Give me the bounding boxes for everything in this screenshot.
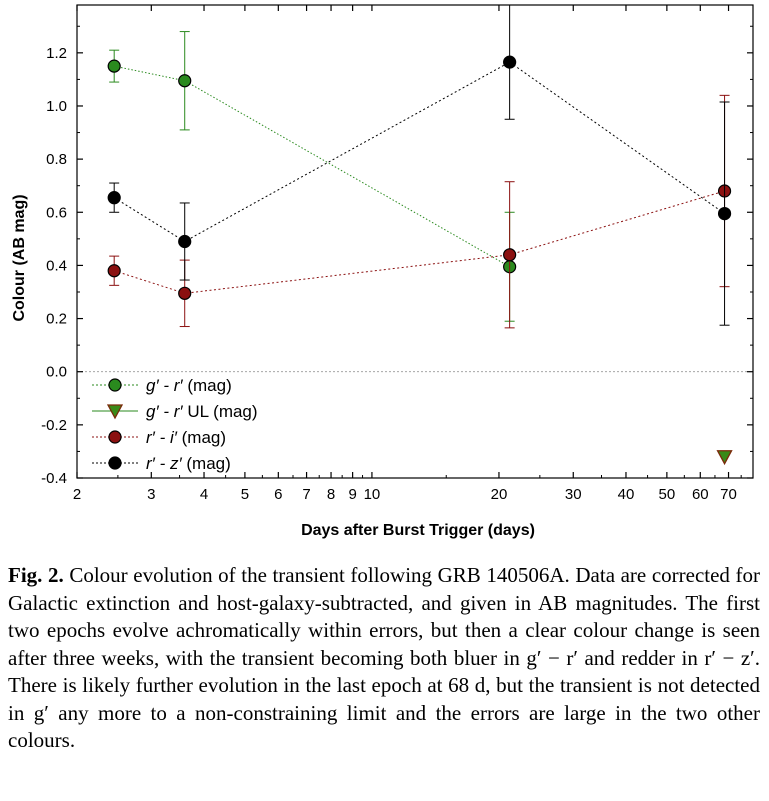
legend-label: g′ - r′ (mag): [146, 376, 232, 395]
data-point: [107, 264, 121, 278]
legend-marker: [108, 430, 122, 444]
series-0: [107, 31, 517, 322]
data-point: [503, 55, 517, 69]
legend-label-band: g′ - r′: [146, 402, 183, 421]
y-tick-label: 0.4: [46, 257, 67, 274]
y-tick-label: 0.8: [46, 151, 67, 168]
x-tick-label: 9: [348, 486, 356, 503]
data-point: [178, 74, 192, 88]
legend-label-band: r′ - i′: [146, 428, 178, 447]
x-tick-label: 8: [327, 486, 335, 503]
x-tick-label: 30: [565, 486, 582, 503]
y-tick-label: 0.2: [46, 311, 67, 328]
x-tick-label: 2: [73, 486, 81, 503]
x-tick-label: 3: [147, 486, 155, 503]
x-tick-label: 7: [302, 486, 310, 503]
legend-marker: [106, 404, 124, 420]
legend-marker: [108, 378, 122, 392]
y-axis-title: Colour (AB mag): [11, 194, 28, 321]
x-tick-label: 4: [200, 486, 208, 503]
data-point: [503, 248, 517, 262]
legend-label-suffix: UL (mag): [183, 402, 258, 421]
legend-label-suffix: (mag): [183, 376, 232, 395]
data-point: [178, 234, 192, 249]
x-tick-label: 40: [618, 486, 635, 503]
series-line: [113, 61, 725, 243]
x-tick-label: 70: [720, 486, 737, 503]
x-axis: 2 3 4 5 6 7 8 9 10 20 30 40 50 60 70: [73, 5, 742, 503]
series-line: [114, 190, 725, 294]
figure-label: Fig. 2.: [8, 563, 64, 587]
figure-caption: Fig. 2. Colour evolution of the transien…: [8, 562, 760, 755]
x-tick-label: 6: [274, 486, 282, 503]
x-tick-label: 50: [659, 486, 676, 503]
y-tick-label: 0.6: [46, 204, 67, 221]
y-tick-label: -0.2: [41, 417, 67, 434]
y-axis: -0.4 -0.2 0.0 0.2 0.4 0.6 0.8 1.0 1.2: [41, 25, 753, 487]
data-point: [716, 450, 733, 466]
y-tick-label: -0.4: [41, 470, 67, 487]
legend-label-band: g′ - r′: [146, 376, 183, 395]
legend-marker: [108, 456, 122, 470]
data-point: [717, 206, 732, 221]
series-2: [107, 94, 732, 329]
x-tick-label: 10: [364, 486, 381, 503]
y-tick-label: 1.0: [46, 98, 67, 115]
legend-label: r′ - i′ (mag): [146, 428, 226, 447]
legend-label: g′ - r′ UL (mag): [146, 402, 258, 421]
legend-label: r′ - z′ (mag): [146, 454, 231, 473]
legend-label-suffix: (mag): [182, 454, 231, 473]
legend: g′ - r′ (mag)g′ - r′ UL (mag)r′ - i′ (ma…: [92, 376, 258, 473]
y-tick-label: 0.0: [46, 364, 67, 381]
data-point: [178, 286, 192, 300]
data-series: [107, 4, 733, 466]
legend-label-suffix: (mag): [177, 428, 226, 447]
colour-evolution-chart: 2 3 4 5 6 7 8 9 10 20 30 40 50 60 70 -0.4 -0.2 0.0 0.2 0.4…: [11, 4, 754, 539]
legend-label-band: r′ - z′: [146, 454, 182, 473]
plot-frame: [76, 4, 754, 479]
data-point: [107, 59, 121, 73]
caption-text: Colour evolution of the transient follow…: [8, 563, 760, 752]
series-line: [114, 65, 510, 268]
x-tick-label: 5: [241, 486, 249, 503]
x-tick-label: 20: [491, 486, 508, 503]
x-axis-title: Days after Burst Trigger (days): [301, 522, 535, 539]
y-tick-label: 1.2: [46, 45, 67, 62]
series-3: [107, 4, 732, 326]
data-point: [107, 191, 121, 205]
x-tick-label: 60: [692, 486, 709, 503]
series-1: [716, 450, 733, 466]
